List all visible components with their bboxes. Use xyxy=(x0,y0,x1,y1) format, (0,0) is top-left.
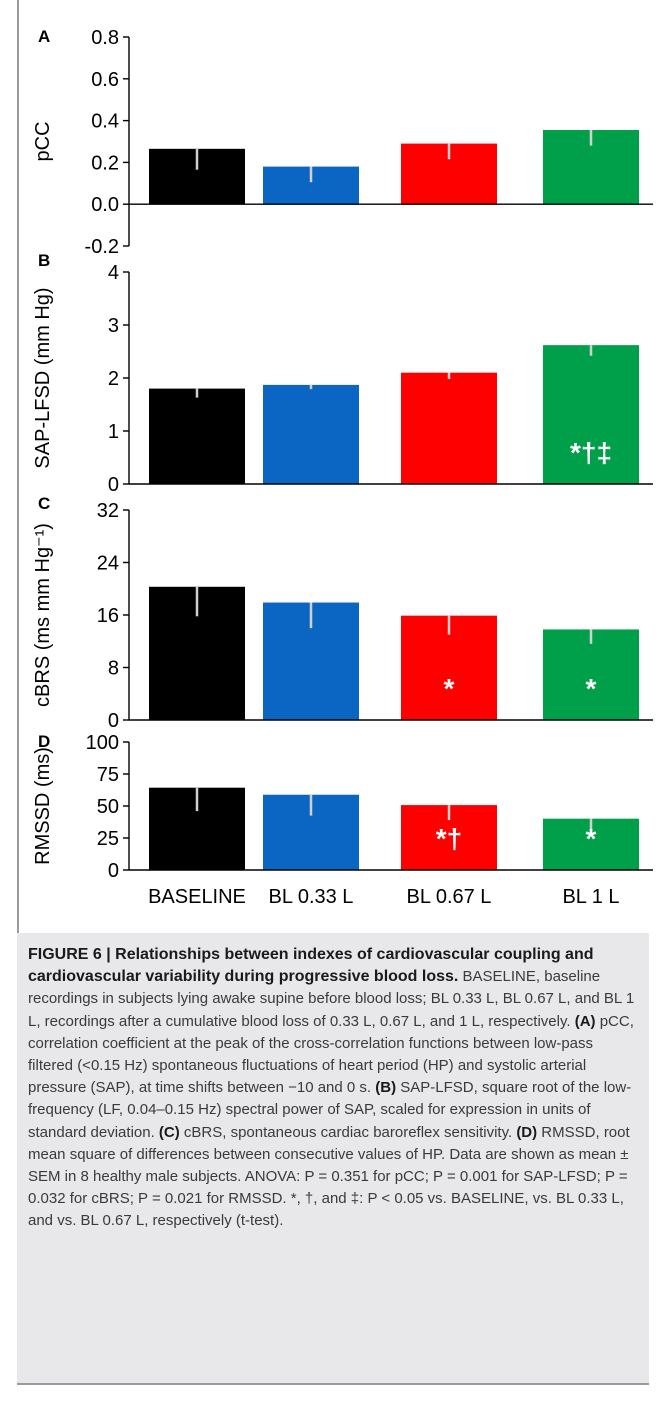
y-tick-label-a-4: 0.6 xyxy=(91,69,119,91)
bar-b-3 xyxy=(543,345,639,484)
panel-letter-a: A xyxy=(38,27,50,46)
caption-left-rule xyxy=(17,0,19,1385)
y-tick-label-d-0: 0 xyxy=(108,860,119,882)
figure-caption: FIGURE 6 | Relationships between indexes… xyxy=(28,944,640,1233)
panel-letter-b: B xyxy=(38,251,50,270)
caption-label-c: (C) xyxy=(158,1123,180,1141)
caption-bottom-rule xyxy=(17,1383,649,1385)
caption-label-b: (B) xyxy=(375,1079,397,1097)
y-axis-title-b: SAP-LFSD (mm Hg) xyxy=(32,287,54,468)
y-tick-label-b-2: 2 xyxy=(108,368,119,390)
bar-b-0 xyxy=(149,388,245,484)
y-tick-label-a-3: 0.4 xyxy=(91,111,119,133)
panel-letter-c: C xyxy=(38,494,50,513)
y-tick-label-a-5: 0.8 xyxy=(91,27,119,49)
caption-part-2: pCC, correlation coefficient at the peak… xyxy=(28,1012,634,1097)
y-tick-label-c-0: 0 xyxy=(108,710,119,732)
significance-label-d-3: * xyxy=(586,823,597,854)
y-tick-label-d-4: 100 xyxy=(86,732,119,754)
y-tick-label-c-3: 24 xyxy=(97,553,119,575)
panel-letter-d: D xyxy=(38,732,50,751)
significance-label-d-2: *† xyxy=(436,823,462,854)
significance-label-c-2: * xyxy=(444,673,455,704)
bar-c-3 xyxy=(543,629,639,720)
category-label-2: BL 0.67 L xyxy=(407,886,492,908)
y-tick-label-b-4: 4 xyxy=(108,262,119,284)
caption-label-d: (D) xyxy=(516,1123,538,1141)
caption-part-5: RMSSD, root mean square of differences b… xyxy=(28,1123,630,1230)
caption-part-1: BASELINE, baseline recordings in subject… xyxy=(28,968,635,1030)
y-axis-title-a: pCC xyxy=(32,121,54,161)
y-tick-label-c-2: 16 xyxy=(97,605,119,627)
y-axis-title-d: RMSSD (ms) xyxy=(32,747,54,865)
y-tick-label-c-1: 8 xyxy=(108,658,119,680)
bar-b-1 xyxy=(263,384,359,484)
category-label-3: BL 1 L xyxy=(562,886,619,908)
y-tick-label-b-0: 0 xyxy=(108,474,119,496)
caption-part-3: SAP-LFSD, square root of the low-frequen… xyxy=(28,1079,632,1141)
y-tick-label-d-2: 50 xyxy=(97,796,119,818)
y-tick-label-a-2: 0.2 xyxy=(91,152,119,174)
significance-label-b-3: *†‡ xyxy=(570,437,612,468)
significance-label-c-3: * xyxy=(586,673,597,704)
y-tick-label-a-1: 0.0 xyxy=(91,194,119,216)
y-tick-label-d-1: 25 xyxy=(97,828,119,850)
caption-part-4: cBRS, spontaneous cardiac baroreflex sen… xyxy=(179,1123,517,1141)
y-tick-label-b-1: 1 xyxy=(108,421,119,443)
caption-box xyxy=(17,933,649,1385)
category-label-1: BL 0.33 L xyxy=(269,886,354,908)
y-tick-label-b-3: 3 xyxy=(108,315,119,337)
caption-label-a: (A) xyxy=(574,1012,596,1030)
y-tick-label-d-3: 75 xyxy=(97,764,119,786)
category-label-0: BASELINE xyxy=(148,886,246,908)
caption-figure-label: FIGURE 6 | Relationships between indexes… xyxy=(28,946,594,986)
y-tick-label-c-4: 32 xyxy=(97,500,119,522)
bar-b-2 xyxy=(401,372,497,484)
y-axis-title-c: cBRS (ms mm Hg⁻¹) xyxy=(32,523,54,707)
y-tick-label-a-0: -0.2 xyxy=(85,236,119,258)
